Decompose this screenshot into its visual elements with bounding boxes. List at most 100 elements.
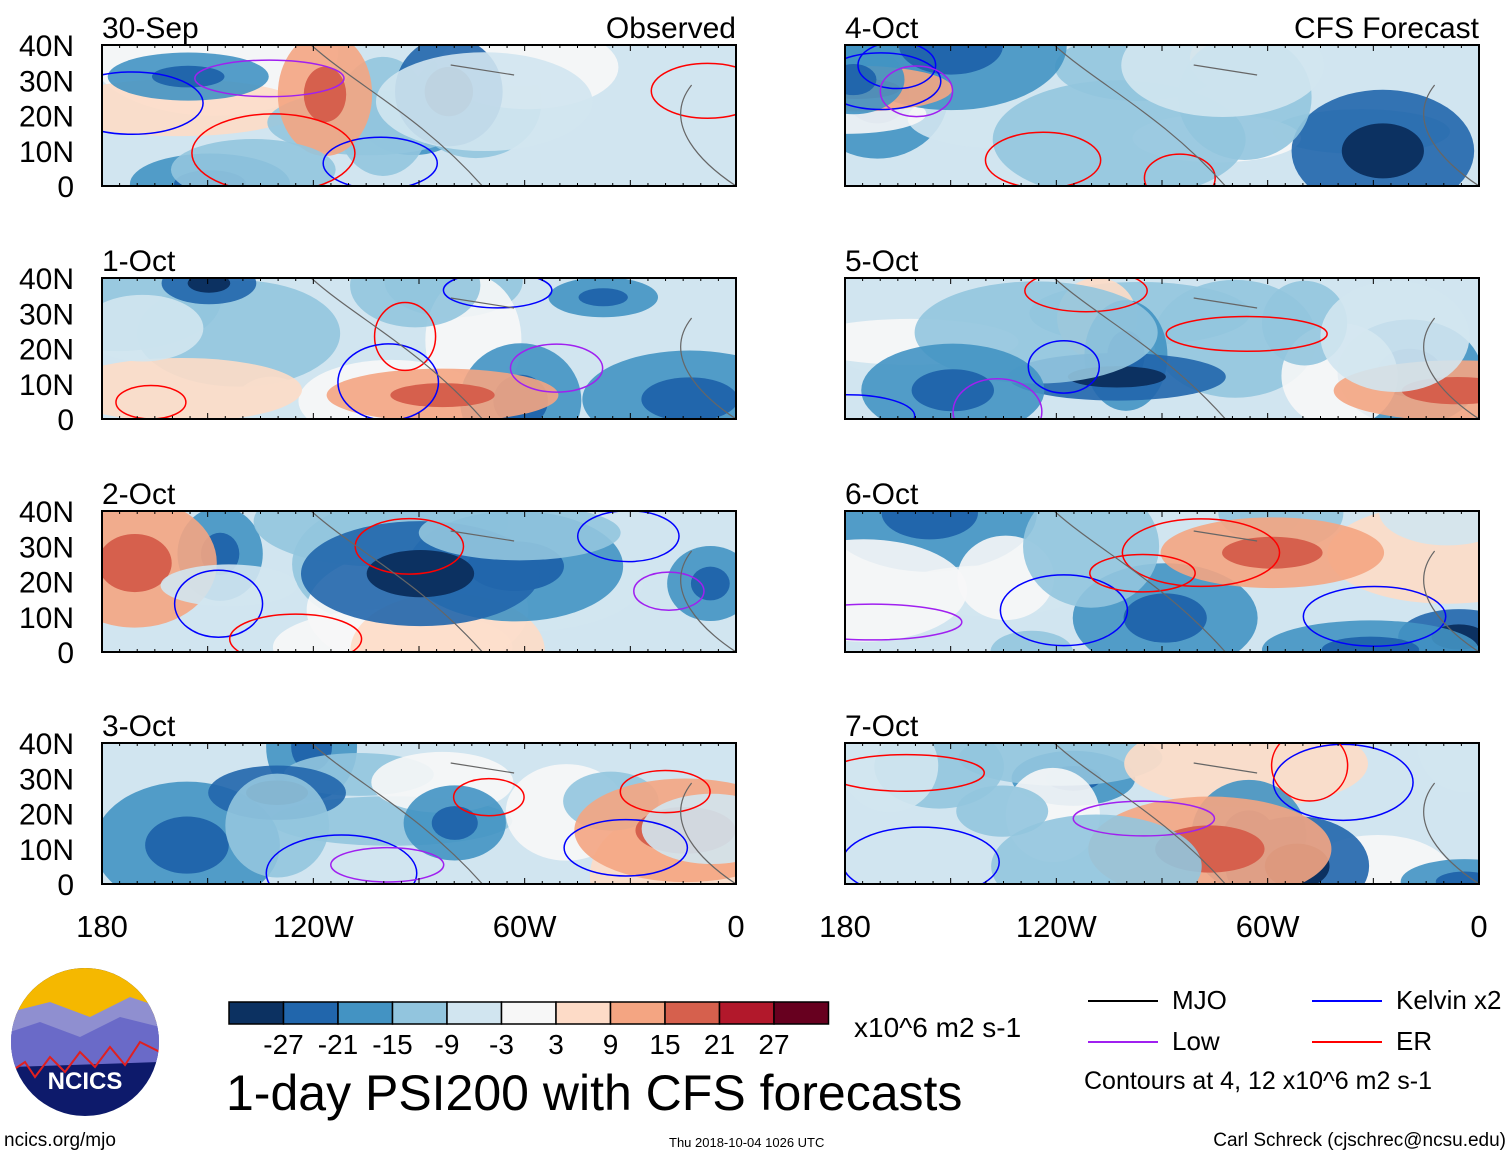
column-title: CFS Forecast — [1294, 12, 1480, 45]
psi-anomaly-core — [303, 66, 347, 123]
logo-text: NCICS — [48, 1068, 123, 1095]
field — [102, 511, 736, 652]
colorbar-swatch — [609, 1001, 666, 1025]
contour-line — [1272, 743, 1414, 822]
contour-line — [1072, 800, 1216, 837]
colorbar-swatch — [446, 1001, 503, 1025]
colorbar-label: -3 — [489, 1029, 514, 1060]
lat-tick-label: 0 — [57, 869, 74, 902]
field — [845, 743, 1479, 884]
colorbar-label: 21 — [704, 1029, 735, 1060]
map-panel: 6-Oct — [844, 478, 1480, 653]
psi-anomaly-blob — [1124, 743, 1368, 808]
lon-tick-label: 60W — [493, 909, 557, 944]
legend-item: MJO — [1088, 985, 1227, 1016]
contour-line — [322, 136, 438, 186]
coastline — [1053, 278, 1479, 419]
contour-line — [1143, 153, 1216, 186]
psi-anomaly-blob — [991, 814, 1202, 884]
contour-line — [857, 45, 937, 90]
contour-line — [650, 62, 736, 119]
lat-tick-label: 40N — [19, 728, 74, 761]
lat-tick-label: 40N — [19, 263, 74, 296]
legend-label: Low — [1172, 1026, 1220, 1056]
psi-anomaly-core — [1123, 593, 1207, 643]
author: Carl Schreck (cjschrec@ncsu.edu) — [1213, 1130, 1506, 1151]
colorbar-label: -15 — [372, 1029, 412, 1060]
url-link[interactable]: ncics.org/mjo — [4, 1130, 116, 1151]
timestamp: Thu 2018-10-04 1026 UTC — [669, 1135, 825, 1150]
field — [845, 45, 1479, 186]
map-panel: 7-Oct 180 120W 60W 0 — [819, 710, 1487, 944]
lat-tick-label: 10N — [19, 369, 74, 402]
colorbar-label: 9 — [603, 1029, 619, 1060]
lat-tick-label: 0 — [57, 404, 74, 437]
contour-line — [509, 343, 604, 393]
coastline — [1053, 45, 1479, 186]
psi-anomaly-blob — [1023, 511, 1160, 608]
contour-line — [330, 846, 445, 883]
colorbar-swatch — [718, 1001, 775, 1025]
panels: 30-Sep40N30N20N10N0Observed1-Oct40N30N20… — [19, 12, 1488, 944]
contour-line — [337, 343, 440, 419]
contour-line — [265, 834, 418, 884]
psi-anomaly-core — [881, 511, 978, 540]
psi-anomaly-core — [431, 806, 478, 840]
panel-date: 7-Oct — [845, 710, 919, 743]
panel-date: 3-Oct — [102, 710, 176, 743]
colorbar-label: 15 — [649, 1029, 680, 1060]
lat-tick-label: 30N — [19, 65, 74, 98]
contour-line — [879, 65, 954, 118]
contour-line — [1165, 315, 1328, 352]
colorbar-swatch — [282, 1001, 339, 1025]
colorbar-label: -21 — [318, 1029, 358, 1060]
psi-anomaly-core — [1321, 636, 1420, 652]
psi-anomaly-blob — [418, 511, 621, 561]
contour-line — [1027, 339, 1101, 394]
lat-tick-label: 30N — [19, 763, 74, 796]
lat-tick-label: 20N — [19, 101, 74, 134]
contour-line — [102, 71, 204, 136]
psi-anomaly-core — [845, 64, 877, 96]
legend-line-swatch — [1088, 999, 1158, 1002]
contour-line — [1270, 743, 1349, 802]
psi-anomaly-blob — [1320, 280, 1470, 392]
colorbar: -27 -21 -15 -9 -3 3 9 15 21 27 — [228, 1001, 830, 1060]
legend-item: Kelvin x2 — [1312, 985, 1502, 1016]
psi-anomaly-core — [145, 816, 229, 874]
contour-line — [191, 113, 356, 186]
legend-label: Kelvin x2 — [1396, 985, 1502, 1015]
map-panel: 5-Oct — [844, 245, 1480, 420]
lon-tick-label: 120W — [1016, 909, 1098, 944]
coastline — [310, 45, 736, 186]
lon-tick-label: 0 — [1470, 909, 1487, 944]
psi-anomaly-core — [1222, 536, 1323, 569]
ncics-logo: NCICS — [11, 968, 159, 1116]
psi-anomaly-core — [1341, 123, 1424, 179]
lat-tick-label: 0 — [57, 171, 74, 204]
psi-anomaly-blob — [375, 52, 593, 152]
field — [845, 511, 1479, 652]
panel-date: 2-Oct — [102, 478, 176, 511]
psi-anomaly-blob — [1417, 743, 1479, 793]
lat-tick-label: 20N — [19, 334, 74, 367]
lon-tick-label: 0 — [727, 909, 744, 944]
units-label: x10^6 m2 s-1 — [854, 1012, 1022, 1043]
contour-line — [619, 769, 711, 814]
coastline — [310, 743, 736, 884]
psi-anomaly-blob — [1121, 45, 1324, 118]
contour-line — [1121, 518, 1281, 588]
lat-tick-label: 40N — [19, 496, 74, 529]
contour-line — [845, 394, 916, 419]
contour-line — [984, 131, 1102, 186]
psi-anomaly-core — [911, 369, 995, 412]
psi-anomaly-blob — [350, 278, 481, 328]
colorbar-swatch — [555, 1001, 612, 1025]
contour-line — [845, 753, 986, 793]
psi-anomaly-core — [390, 383, 495, 408]
field — [102, 45, 736, 186]
contour-line — [354, 517, 465, 575]
legend-label: MJO — [1172, 985, 1227, 1015]
